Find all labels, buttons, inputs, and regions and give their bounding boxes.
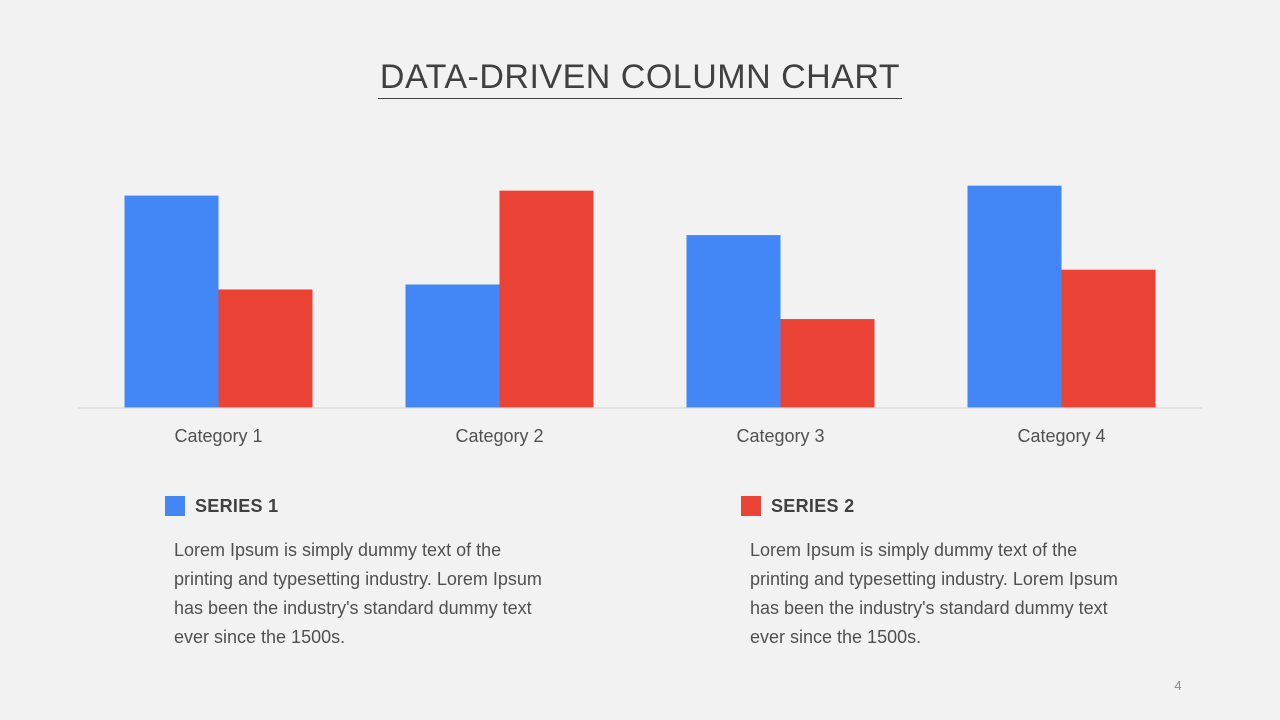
bar-series-2-category-2 — [499, 190, 594, 408]
legend-label-series-1: SERIES 1 — [195, 495, 279, 516]
legend-description-series-1: Lorem Ipsum is simply dummy text of the … — [174, 540, 542, 647]
legend-swatch-series-1 — [165, 496, 185, 516]
bar-series-1-category-1 — [124, 195, 219, 408]
legend-label-series-2: SERIES 2 — [771, 495, 855, 516]
bar-series-1-category-2 — [405, 284, 500, 408]
x-tick-label-category-3: Category 3 — [736, 426, 824, 446]
bar-series-1-category-3 — [686, 235, 781, 408]
bars-group — [124, 185, 1156, 408]
column-chart: Category 1 Category 2 Category 3 Category 4 — [78, 185, 1202, 446]
legend-series-1: SERIES 1 Lorem Ipsum is simply dummy tex… — [165, 494, 545, 652]
legend-description-series-2: Lorem Ipsum is simply dummy text of the … — [750, 540, 1118, 647]
bar-series-2-category-4 — [1061, 269, 1156, 408]
page-number: 4 — [1174, 678, 1182, 693]
chart-title-text: DATA-DRIVEN COLUMN CHART — [377, 58, 903, 99]
chart-title: DATA-DRIVEN COLUMN CHART — [0, 58, 1280, 99]
bar-series-1-category-4 — [967, 185, 1062, 408]
x-tick-label-category-1: Category 1 — [174, 426, 262, 446]
bar-series-2-category-3 — [780, 319, 875, 408]
x-tick-labels: Category 1 Category 2 Category 3 Category 4 — [174, 426, 1105, 446]
legend-swatch-series-2 — [741, 496, 761, 516]
legend-series-2: SERIES 2 Lorem Ipsum is simply dummy tex… — [741, 494, 1121, 652]
x-tick-label-category-2: Category 2 — [455, 426, 543, 446]
x-tick-label-category-4: Category 4 — [1017, 426, 1105, 446]
bar-series-2-category-1 — [218, 289, 313, 408]
